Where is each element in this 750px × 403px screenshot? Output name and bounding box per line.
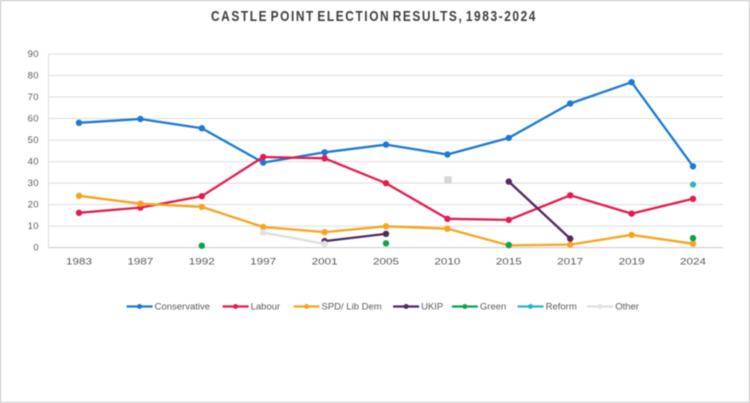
svg-text:Green: Green [480, 302, 506, 313]
svg-text:UKIP: UKIP [421, 302, 443, 313]
svg-text:Conservative: Conservative [155, 302, 210, 313]
svg-text:30: 30 [28, 178, 39, 189]
svg-text:2001: 2001 [312, 257, 338, 268]
svg-text:20: 20 [28, 200, 39, 211]
svg-text:2010: 2010 [434, 257, 460, 268]
svg-text:Labour: Labour [251, 302, 281, 313]
svg-text:2019: 2019 [619, 257, 645, 268]
svg-text:1997: 1997 [250, 257, 276, 268]
svg-text:SPD/ Lib Dem: SPD/ Lib Dem [322, 302, 382, 313]
svg-text:CASTLE POINT ELECTION RESULTS,: CASTLE POINT ELECTION RESULTS, 1983-2024 [211, 8, 537, 25]
svg-text:2024: 2024 [680, 257, 706, 268]
svg-text:50: 50 [28, 135, 39, 146]
svg-text:60: 60 [28, 114, 39, 125]
svg-text:90: 90 [28, 49, 39, 60]
svg-text:2017: 2017 [557, 257, 583, 268]
svg-text:10: 10 [28, 221, 39, 232]
svg-text:1983: 1983 [66, 257, 92, 268]
svg-text:Reform: Reform [546, 302, 577, 313]
svg-text:70: 70 [28, 92, 39, 103]
svg-text:40: 40 [28, 157, 39, 168]
svg-text:1992: 1992 [189, 257, 215, 268]
svg-text:0: 0 [33, 243, 39, 254]
svg-text:2015: 2015 [496, 257, 522, 268]
svg-text:2005: 2005 [373, 257, 399, 268]
svg-text:80: 80 [28, 71, 39, 82]
svg-text:1987: 1987 [127, 257, 153, 268]
svg-text:Other: Other [615, 302, 639, 313]
